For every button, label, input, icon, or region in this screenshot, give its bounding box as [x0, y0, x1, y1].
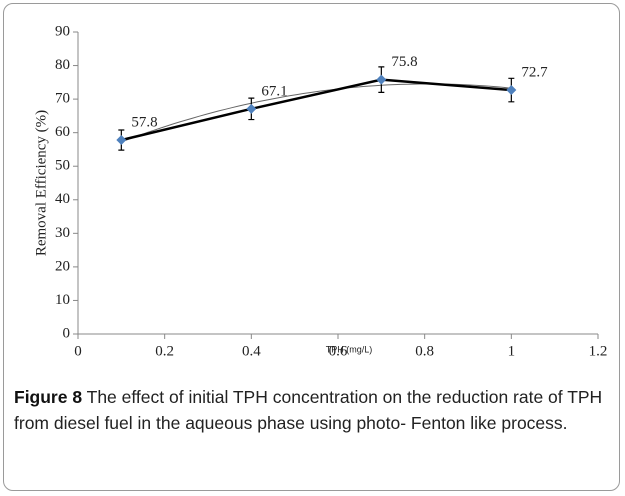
caption-text: The effect of initial TPH concentration … — [14, 387, 603, 433]
caption: Figure 8 The effect of initial TPH conce… — [14, 384, 609, 436]
y-tick-label: 10 — [55, 292, 70, 308]
y-tick-label: 90 — [55, 23, 70, 39]
figure-frame — [3, 3, 620, 491]
data-label: 67.1 — [261, 83, 287, 99]
y-tick-label: 40 — [55, 191, 70, 207]
marker — [376, 74, 387, 85]
y-axis-label: Removal Efficiency (%) — [33, 110, 49, 256]
x-tick-label: 0.2 — [155, 343, 174, 359]
trendline — [121, 83, 512, 143]
marker — [506, 85, 517, 96]
x-tick-label: 1.2 — [589, 343, 608, 359]
x-tick-label: 0.8 — [415, 343, 434, 359]
y-tick-label: 20 — [55, 258, 70, 274]
data-label: 57.8 — [131, 114, 157, 130]
y-tick-label: 50 — [55, 158, 70, 174]
x-tick-label: 0.6 — [329, 343, 348, 359]
marker — [246, 103, 257, 114]
x-tick-label: 1 — [508, 343, 516, 359]
x-axis-label: TPH (mg/L) — [326, 344, 373, 354]
y-tick-label: 30 — [55, 225, 70, 241]
y-tick-label: 70 — [55, 91, 70, 107]
data-label: 75.8 — [391, 54, 417, 70]
y-tick-label: 0 — [63, 325, 71, 341]
y-tick-label: 60 — [55, 124, 70, 140]
data-label: 72.7 — [521, 64, 548, 80]
x-tick-label: 0 — [74, 343, 82, 359]
y-tick-label: 80 — [55, 57, 70, 73]
marker — [116, 135, 127, 146]
x-tick-label: 0.4 — [242, 343, 261, 359]
caption-label: Figure 8 — [14, 387, 83, 407]
line — [121, 78, 512, 142]
chart: Removal Efficiency (%) TPH (mg/L) 010203… — [33, 23, 608, 359]
